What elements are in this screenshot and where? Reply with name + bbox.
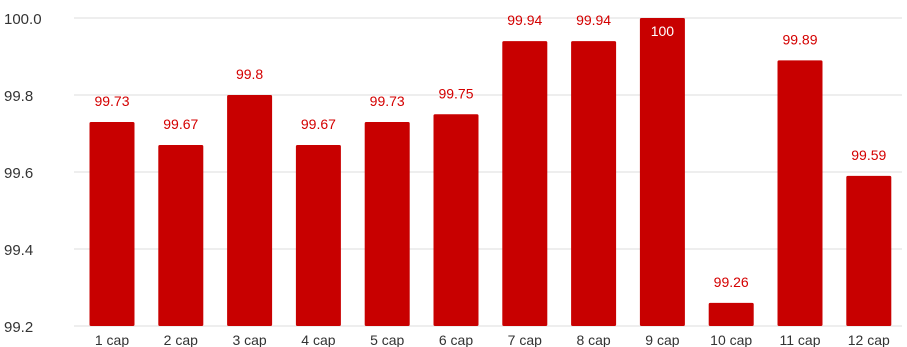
y-tick-label: 99.8 [4,88,33,105]
y-tick-label: 99.2 [4,319,33,336]
data-label: 99.73 [370,93,405,109]
bar-2-cap [158,145,204,326]
data-label: 99.89 [782,31,817,47]
bar-1-cap [89,121,135,326]
x-tick-label: 1 cap [95,332,129,347]
bar-11-cap [777,60,823,326]
data-label: 99.94 [576,12,611,28]
bar-4-cap [295,145,341,326]
data-label: 99.94 [507,12,542,28]
x-tick-label: 9 cap [645,332,679,347]
gridlines [74,17,902,327]
x-tick-label: 2 cap [164,332,198,347]
data-label: 99.67 [301,116,336,132]
data-label: 100 [651,23,675,39]
data-label: 99.26 [714,274,749,290]
bar-12-cap [846,175,892,326]
y-tick-label: 99.6 [4,165,33,182]
bar-8-cap [571,41,617,326]
bar-10-cap [708,302,754,326]
data-label: 99.67 [163,116,198,132]
x-tick-label: 8 cap [576,332,610,347]
bar-6-cap [433,114,479,326]
data-label: 99.59 [851,147,886,163]
data-label: 99.75 [438,85,473,101]
x-tick-label: 3 cap [232,332,266,347]
data-labels: 99.73 99.67 99.8 99.67 99.73 99.75 99.94 99.94 1… [94,12,886,290]
x-tick-label: 11 cap [780,332,821,347]
y-axis-ticks: 99.2 99.4 99.6 99.8 100.0 [4,11,42,336]
x-tick-label: 6 cap [439,332,473,347]
x-tick-label: 12 cap [848,332,890,347]
data-label: 99.73 [94,93,129,109]
x-axis-labels: 1 cap 2 cap 3 cap 4 cap 5 cap 6 cap 7 cap 8 cap… [95,332,890,347]
bar-7-cap [502,41,548,326]
y-tick-label: 100.0 [4,11,42,28]
x-tick-label: 10 cap [710,332,752,347]
bar-5-cap [364,121,410,326]
x-tick-label: 7 cap [508,332,542,347]
x-tick-label: 5 cap [370,332,404,347]
x-tick-label: 4 cap [301,332,335,347]
data-label: 99.8 [236,66,263,82]
y-tick-label: 99.4 [4,242,33,259]
bars [89,18,892,326]
bar-3-cap [227,95,273,326]
bar-9-cap [639,18,685,326]
